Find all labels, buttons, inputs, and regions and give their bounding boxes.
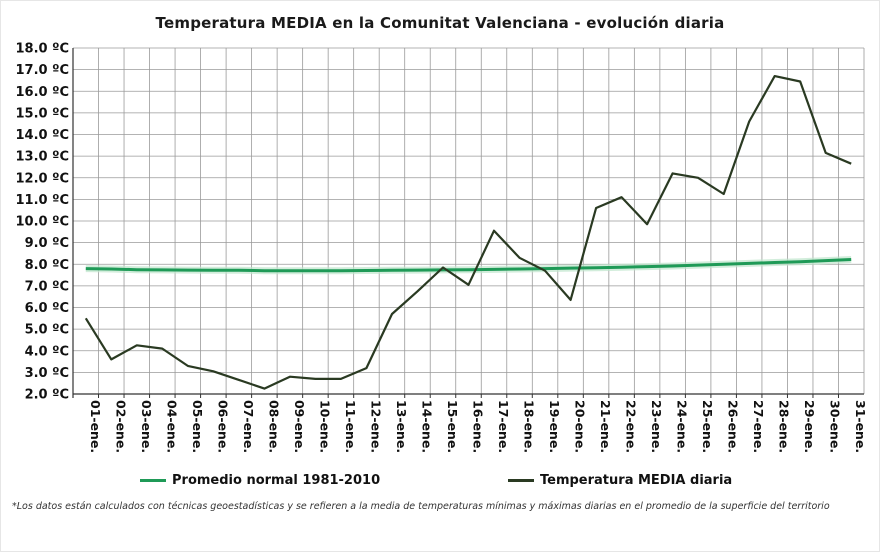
x-tick-label: 09-ene. [292,400,307,453]
line-chart: 2.0 ºC 3.0 ºC 4.0 ºC 5.0 ºC 6.0 ºC 7.0 ºC 8.0 … [16,42,869,454]
y-tick-label: 2.0 ºC [25,388,69,403]
x-tick-label: 19-ene. [547,400,562,453]
y-tick-label: 4.0 ºC [25,344,69,359]
legend-label-normal: Promedio normal 1981-2010 [172,473,381,488]
chart-title: Temperatura MEDIA en la Comunitat Valenc… [155,14,725,32]
x-tick-label: 18-ene. [522,400,537,453]
x-tick-label: 04-ene. [164,400,179,453]
x-tick-label: 29-ene. [802,400,817,453]
y-tick-label: 8.0 ºC [25,258,69,273]
y-tick-label: 7.0 ºC [25,279,69,294]
x-tick-label: 17-ene. [496,400,511,453]
x-tick-label: 12-ene. [368,400,383,453]
x-tick-label: 02-ene. [113,400,128,453]
series-line-normal [85,258,852,273]
y-tick-label: 15.0 ºC [16,106,69,121]
y-tick-label: 3.0 ºC [25,366,69,381]
x-tick-label: 07-ene. [241,400,256,453]
x-tick-label: 23-ene. [649,400,664,453]
x-tick-label: 05-ene. [190,400,205,453]
x-tick-label: 25-ene. [700,400,715,453]
x-tick-label: 16-ene. [471,400,486,453]
x-tick-label: 13-ene. [394,400,409,453]
grid [72,47,865,395]
y-axis: 2.0 ºC 3.0 ºC 4.0 ºC 5.0 ºC 6.0 ºC 7.0 ºC 8.0 … [16,42,74,403]
x-tick-label: 15-ene. [445,400,460,453]
x-tick-label: 30-ene. [828,400,843,453]
x-tick-label: 31-ene. [853,400,868,453]
x-tick-label: 03-ene. [139,400,154,453]
y-tick-label: 16.0 ºC [16,85,69,100]
x-tick-label: 14-ene. [419,400,434,453]
y-tick-label: 5.0 ºC [25,323,69,338]
y-tick-label: 10.0 ºC [16,215,69,230]
x-tick-label: 22-ene. [624,400,639,453]
x-tick-label: 11-ene. [343,400,358,453]
y-tick-label: 12.0 ºC [16,171,69,186]
y-tick-label: 17.0 ºC [16,63,69,78]
x-tick-label: 08-ene. [266,400,281,453]
series-line-daily [84,74,852,390]
x-tick-label: 26-ene. [726,400,741,453]
legend-label-daily: Temperatura MEDIA diaria [540,473,733,488]
x-tick-label: 20-ene. [573,400,588,453]
y-tick-label: 13.0 ºC [16,150,69,165]
x-tick-label: 27-ene. [751,400,766,453]
y-tick-label: 18.0 ºC [16,42,69,57]
x-tick-label: 21-ene. [598,400,613,453]
y-tick-label: 9.0 ºC [25,236,69,251]
x-tick-label: 28-ene. [777,400,792,453]
y-tick-label: 11.0 ºC [16,193,69,208]
series-lines [84,74,852,390]
legend-swatch-daily [508,479,534,482]
legend-swatch-normal [140,479,166,482]
y-tick-label: 6.0 ºC [25,301,69,316]
footnote: *Los datos están calculados con técnicas… [12,501,830,512]
legend-item-normal: Promedio normal 1981-2010 [140,473,380,488]
x-tick-label: 06-ene. [215,400,230,453]
x-axis: 01-ene. 02-ene. 03-ene. 04-ene. 05-ene. 06-en… [72,393,868,453]
legend-item-daily: Temperatura MEDIA diaria [508,473,732,488]
x-tick-label: 24-ene. [675,400,690,453]
y-tick-label: 14.0 ºC [16,128,69,143]
x-tick-label: 01-ene. [88,400,103,453]
x-tick-label: 10-ene. [317,400,332,453]
